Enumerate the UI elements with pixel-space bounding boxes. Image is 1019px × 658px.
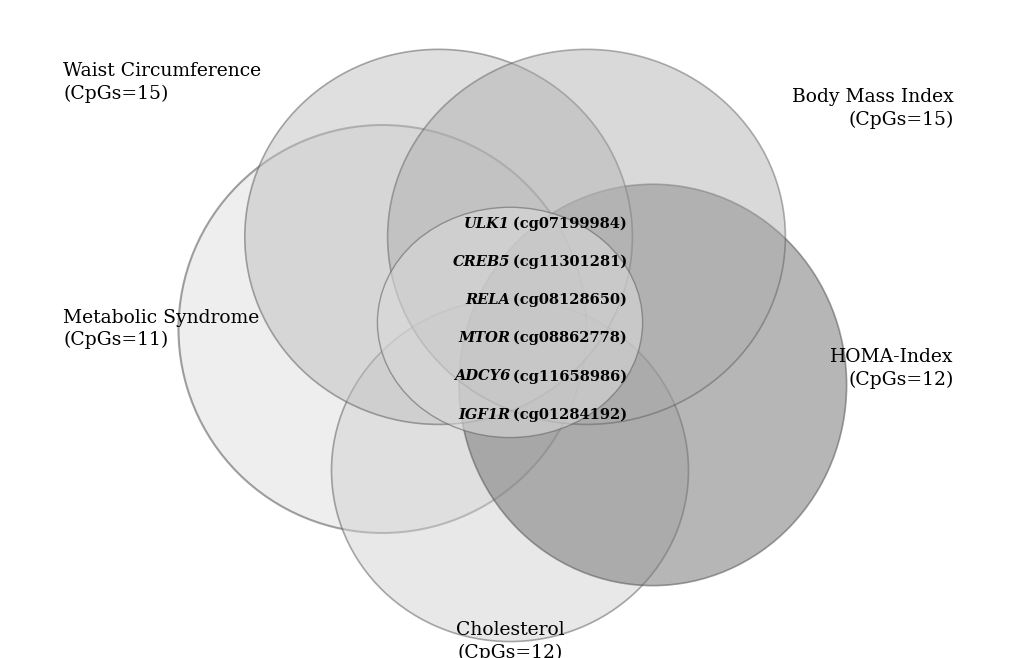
Ellipse shape (331, 299, 688, 642)
Text: MTOR: MTOR (458, 331, 510, 345)
Text: (cg11301281): (cg11301281) (510, 255, 627, 269)
Text: (cg08862778): (cg08862778) (510, 331, 626, 345)
Ellipse shape (178, 125, 586, 533)
Text: RELA: RELA (465, 293, 510, 307)
Text: (cg08128650): (cg08128650) (510, 293, 627, 307)
Text: Cholesterol
(CpGs=12): Cholesterol (CpGs=12) (455, 621, 564, 658)
Text: ADCY6: ADCY6 (453, 369, 510, 384)
Ellipse shape (245, 49, 632, 424)
Text: Body Mass Index
(CpGs=15): Body Mass Index (CpGs=15) (791, 88, 953, 129)
Text: Metabolic Syndrome
(CpGs=11): Metabolic Syndrome (CpGs=11) (63, 309, 259, 349)
Text: IGF1R: IGF1R (458, 407, 510, 422)
Text: ULK1: ULK1 (464, 216, 510, 231)
Text: Waist Circumference
(CpGs=15): Waist Circumference (CpGs=15) (63, 62, 261, 103)
Ellipse shape (377, 207, 642, 438)
Text: (cg07199984): (cg07199984) (510, 216, 626, 231)
Text: HOMA-Index
(CpGs=12): HOMA-Index (CpGs=12) (829, 348, 953, 389)
Text: (cg01284192): (cg01284192) (510, 407, 627, 422)
Ellipse shape (459, 184, 846, 586)
Text: CREB5: CREB5 (452, 255, 510, 269)
Ellipse shape (387, 49, 785, 424)
Text: (cg11658986): (cg11658986) (510, 369, 627, 384)
